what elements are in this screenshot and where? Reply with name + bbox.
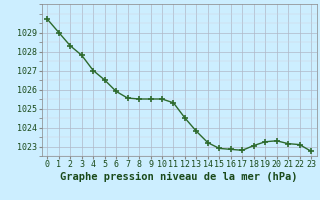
X-axis label: Graphe pression niveau de la mer (hPa): Graphe pression niveau de la mer (hPa) (60, 172, 298, 182)
